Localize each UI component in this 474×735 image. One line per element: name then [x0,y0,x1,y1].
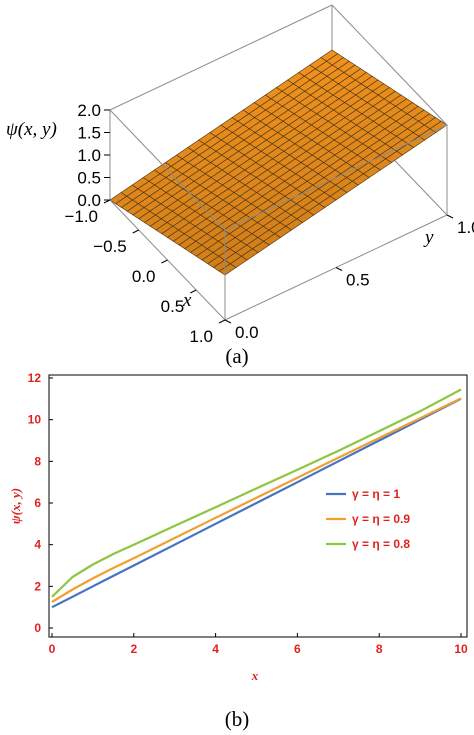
y-tick [446,214,454,219]
x-tick-label: 0 [49,642,56,656]
plot-frame [48,374,468,638]
series-line-2 [51,397,462,603]
panel-a-surface-plot: −1.0−0.50.00.51.00.00.51.00.00.51.01.52.… [6,4,474,368]
x-tick-label: 6 [294,642,301,656]
z-tick-label: 1.5 [77,124,101,143]
caption-a: (a) [225,344,248,368]
z-axis-label: ψ(x, y) [6,119,57,140]
panel-a-ticks: −1.0−0.50.00.51.00.00.51.00.00.51.01.52.… [64,101,474,346]
box-edge [331,4,448,126]
surface [109,49,448,276]
legend-label-1: γ = η = 1 [352,487,400,501]
y-tick-label: 12 [28,371,42,385]
y-tick-label: 1.0 [457,218,474,237]
panel-b-ticks: 0 2 4 6 8 10 0 2 4 6 8 10 12 [28,371,468,656]
y-tick [224,319,232,324]
series-lines [51,388,462,609]
z-tick-label: 2.0 [77,101,101,120]
x-tick-label: −0.5 [93,237,127,256]
y-tick-label: 0.5 [346,271,370,290]
x-tick [190,289,197,294]
y-tick-label: 0.0 [235,323,259,342]
z-tick-label: 0.5 [77,169,101,188]
x-tick-label: 10 [454,642,468,656]
x-axis-label: x [182,290,192,311]
y-tick [335,267,343,271]
x-tick-label: 4 [212,642,219,656]
x-tick-label: −1.0 [64,207,98,226]
x-tick-label: 8 [376,642,383,656]
caption-b: (b) [225,707,250,731]
y-axis-label: y [423,227,434,248]
box-edge [224,124,448,231]
x-tick-label: 1.0 [189,327,213,346]
legend-label-2: γ = η = 0.9 [352,512,410,526]
box-edge [109,109,226,231]
y-tick-label: 0 [34,621,41,635]
y-axis-label-b: ψ(x, y) [8,488,23,524]
y-tick-label: 2 [34,579,41,593]
z-tick-label: 0.0 [77,191,101,210]
x-tick-label: 2 [130,642,137,656]
x-tick [132,229,139,234]
series-line-3 [51,388,462,598]
y-tick-label: 6 [34,496,41,510]
x-tick [218,319,226,324]
series-line-1 [51,397,462,609]
x-tick [161,259,168,264]
x-tick-label: 0.5 [161,297,185,316]
x-tick-label: 0.0 [132,267,156,286]
y-tick-label: 4 [34,538,41,552]
box-edge [109,4,333,111]
x-axis-label-b: x [251,668,259,683]
z-tick-label: 1.0 [77,146,101,165]
y-tick-label: 10 [28,413,42,427]
y-tick-label: 8 [34,454,41,468]
legend: γ = η = 1 γ = η = 0.9 γ = η = 0.8 [326,487,410,551]
legend-label-3: γ = η = 0.8 [352,537,410,551]
